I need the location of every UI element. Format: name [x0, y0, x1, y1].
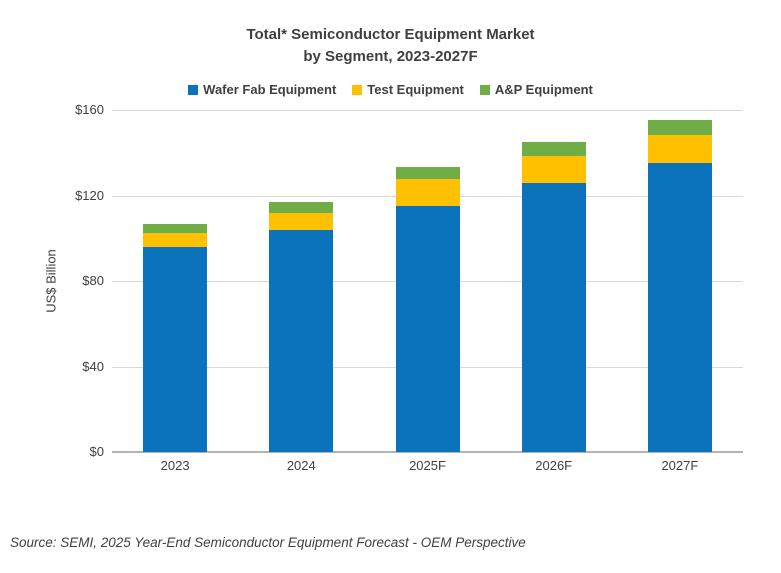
footer-notes: Source: SEMI, 2025 Year-End Semiconducto… [10, 485, 777, 573]
legend-swatch-icon [188, 84, 199, 95]
chart-title-line2: by Segment, 2023-2027F [303, 48, 478, 65]
bar-segment-a-p-equipment-2025f [395, 166, 460, 180]
bar-segment-a-p-equipment-2024 [269, 201, 334, 213]
bar-segment-a-p-equipment-2026f [521, 142, 586, 156]
bar-segment-wafer-fab-equipment-2025f [395, 206, 460, 452]
y-tick-label-120: $120 [75, 187, 104, 203]
chart-title-line1: Total* Semiconductor Equipment Market [246, 26, 535, 43]
legend-label: Wafer Fab Equipment [203, 82, 337, 97]
gridline-160 [112, 110, 743, 111]
bar-2023 [143, 224, 208, 452]
y-tick-label-0: $0 [89, 444, 104, 459]
legend-swatch-icon [479, 84, 490, 95]
chart-legend: Wafer Fab Equipment Test Equipment A&P Equ… [0, 82, 781, 97]
bar-segment-test-equipment-2023 [143, 232, 208, 247]
x-tick-label-2026f: 2026F [535, 458, 573, 473]
bar-segment-wafer-fab-equipment-2026f [521, 182, 586, 452]
legend-label: Test Equipment [367, 82, 464, 97]
bar-segment-wafer-fab-equipment-2024 [269, 229, 334, 452]
chart-title: Total* Semiconductor Equipment Market by… [0, 24, 781, 68]
bar-segment-a-p-equipment-2023 [143, 224, 208, 233]
legend-swatch-icon [352, 84, 363, 95]
x-tick-label-2025f: 2025F [409, 458, 446, 473]
bar-2025f [395, 166, 460, 452]
bar-segment-test-equipment-2026f [521, 155, 586, 183]
legend-item-a-p-equipment: A&P Equipment [479, 82, 593, 97]
bar-segment-test-equipment-2024 [269, 212, 334, 230]
bar-2026f [521, 142, 586, 452]
bar-segment-test-equipment-2025f [395, 179, 460, 207]
bar-segment-test-equipment-2027f [647, 134, 712, 164]
source-note: Source: SEMI, 2025 Year-End Semiconducto… [10, 535, 526, 550]
y-tick-label-40: $40 [82, 358, 104, 374]
x-tick-label-2027f: 2027F [661, 458, 699, 473]
bar-segment-wafer-fab-equipment-2027f [647, 163, 712, 452]
legend-label: A&P Equipment [494, 82, 593, 97]
bar-segment-a-p-equipment-2027f [647, 119, 712, 135]
x-tick-label-2024: 2024 [286, 458, 316, 473]
bar-segment-wafer-fab-equipment-2023 [143, 246, 208, 452]
x-tick-label-2023: 2023 [160, 458, 190, 473]
bar-2027f [647, 119, 712, 452]
legend-item-test-equipment: Test Equipment [352, 82, 464, 97]
legend-item-wafer-fab-equipment: Wafer Fab Equipment [188, 82, 336, 97]
plot-area [112, 110, 743, 453]
y-axis-title-text: US$ Billion [43, 249, 59, 313]
y-tick-label-80: $80 [82, 273, 104, 288]
bar-2024 [269, 201, 334, 452]
x-axis-line [112, 451, 743, 453]
y-tick-label-160: $160 [75, 102, 104, 117]
